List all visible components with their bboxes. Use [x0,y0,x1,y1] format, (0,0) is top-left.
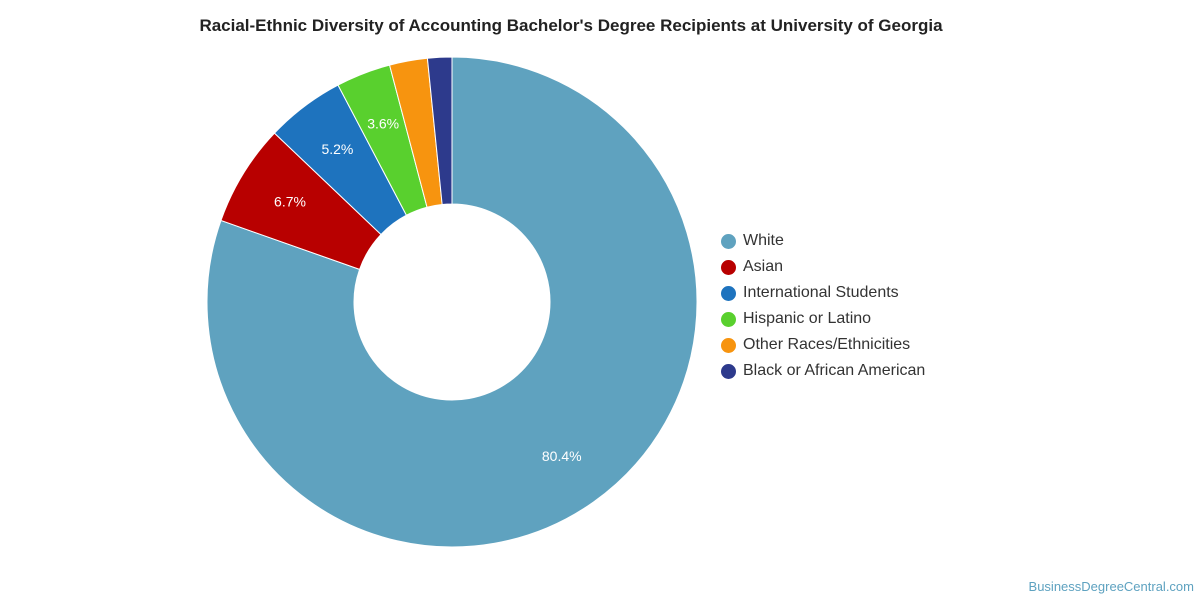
chart-title: Racial-Ethnic Diversity of Accounting Ba… [199,16,943,35]
legend-swatch-icon [721,363,736,379]
legend-item[interactable]: International Students [721,280,925,306]
slice-data-label: 80.4% [542,448,582,464]
slice-data-label: 6.7% [274,193,306,209]
slice-data-label: 5.2% [321,141,353,157]
slice-data-label: 3.6% [367,116,399,132]
legend-label: Black or African American [743,362,926,379]
slice-white[interactable] [206,56,698,548]
legend-label: Asian [743,258,784,275]
legend-label: International Students [743,284,899,301]
legend-label: White [743,232,784,249]
legend-item[interactable]: Other Races/Ethnicities [721,332,925,358]
legend-label: Other Races/Ethnicities [743,336,911,353]
legend-item[interactable]: Black or African American [721,358,925,384]
source-credit[interactable]: BusinessDegreeCentral.com [1028,579,1194,594]
slice-black-or-african-american[interactable] [426,56,453,206]
legend-swatch-icon [721,259,736,275]
legend-item[interactable]: Asian [721,254,925,280]
chart-legend: White Asian International Students Hispanic… [721,228,925,384]
legend-swatch-icon [721,233,736,249]
legend-swatch-icon [721,285,736,301]
legend-swatch-icon [721,311,736,327]
legend-swatch-icon [721,337,736,353]
legend-label: Hispanic or Latino [743,310,872,327]
legend-item[interactable]: Hispanic or Latino [721,306,925,332]
legend-item[interactable]: White [721,228,925,254]
